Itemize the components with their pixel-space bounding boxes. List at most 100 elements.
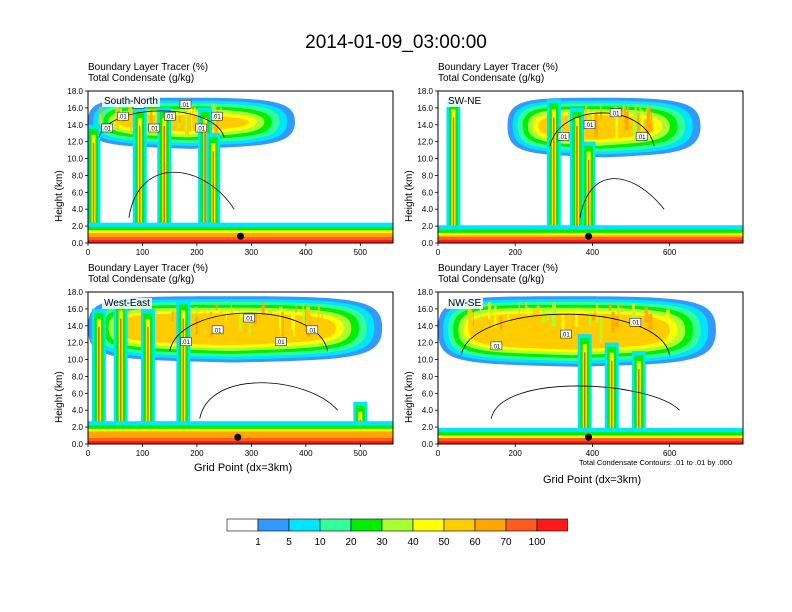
boundary-layer-band bbox=[88, 237, 393, 243]
x-tick-label: 100 bbox=[136, 248, 150, 257]
contour-label: .01 bbox=[213, 328, 222, 334]
contour-label: .01 bbox=[181, 103, 190, 109]
column-core-hot bbox=[583, 352, 586, 438]
y-tick-label: 8.0 bbox=[72, 171, 84, 180]
panel-title-condensate: Total Condensate (g/kg) bbox=[88, 73, 195, 84]
contour-label-box bbox=[164, 111, 176, 121]
core-streak bbox=[154, 111, 158, 132]
y-tick-label: 0.0 bbox=[422, 239, 434, 248]
plot-area: .01 .01 .01 0.0 2.0 4.0 6.0 8.0 10.0 12.0 14.0 16.0… bbox=[417, 288, 744, 458]
core-streak bbox=[204, 308, 206, 327]
core-streak bbox=[648, 107, 650, 135]
y-tick-label: 8.0 bbox=[422, 171, 434, 180]
core-streak bbox=[567, 112, 571, 125]
x-tick-label: 300 bbox=[245, 449, 259, 458]
boundary-layer-band bbox=[88, 441, 393, 444]
core-streak bbox=[188, 105, 193, 113]
colorbar-label: 40 bbox=[407, 537, 419, 548]
y-tick-label: 6.0 bbox=[72, 389, 84, 398]
y-tick-label: 12.0 bbox=[417, 339, 433, 348]
core-streak bbox=[592, 111, 596, 129]
core-streak bbox=[98, 106, 103, 120]
contour-label: .01 bbox=[492, 344, 501, 350]
colorbar-label: 1 bbox=[255, 537, 261, 548]
y-tick-label: 6.0 bbox=[422, 188, 434, 197]
y-tick-label: 12.0 bbox=[417, 138, 433, 147]
y-tick-label: 10.0 bbox=[417, 155, 433, 164]
contour-label-box bbox=[117, 111, 129, 121]
location-marker bbox=[585, 232, 593, 240]
condensate-contour bbox=[579, 178, 665, 218]
contour-label: .01 bbox=[611, 111, 620, 117]
x-tick-label: 500 bbox=[354, 248, 368, 257]
core-streak bbox=[588, 312, 592, 326]
boundary-layer-band bbox=[438, 441, 743, 444]
heatmap-field: .01 .01 .01 bbox=[438, 296, 743, 444]
contour-label: .01 bbox=[585, 123, 594, 129]
column-core-hot bbox=[576, 125, 578, 237]
core-streak bbox=[317, 304, 320, 325]
column-core-hot bbox=[138, 125, 141, 237]
condensate-contour bbox=[199, 382, 338, 419]
x-tick-label: 600 bbox=[663, 248, 677, 257]
y-tick-label: 4.0 bbox=[72, 205, 84, 214]
core-streak bbox=[295, 305, 297, 313]
x-tick-label: 300 bbox=[245, 248, 259, 257]
x-tick-label: 0 bbox=[436, 248, 441, 257]
contour-label-box bbox=[609, 108, 622, 118]
core-streak bbox=[623, 105, 625, 125]
core-streak bbox=[641, 109, 644, 131]
boundary-layer-band bbox=[438, 240, 743, 243]
y-tick-label: 16.0 bbox=[67, 305, 83, 314]
y-tick-label: 14.0 bbox=[67, 322, 83, 331]
contour-label-box bbox=[101, 123, 113, 133]
core-streak bbox=[99, 114, 102, 126]
contour-label-box bbox=[180, 337, 192, 346]
boundary-layer-band bbox=[438, 237, 743, 243]
core-streak bbox=[302, 303, 305, 317]
contour-label-box bbox=[211, 111, 223, 121]
y-tick-label: 10.0 bbox=[67, 356, 83, 365]
core-streak bbox=[215, 303, 218, 311]
colorbar-swatch bbox=[257, 518, 290, 532]
y-tick-label: 10.0 bbox=[67, 155, 83, 164]
contour-label: .01 bbox=[212, 115, 221, 121]
plot-frame bbox=[437, 291, 744, 445]
core-streak bbox=[631, 303, 635, 314]
contour-label-box bbox=[635, 132, 648, 141]
core-streak bbox=[291, 314, 295, 330]
column-core-hot bbox=[212, 151, 215, 237]
condensate-contour bbox=[490, 385, 680, 419]
y-tick-label: 0.0 bbox=[422, 440, 434, 449]
contour-label: .01 bbox=[308, 328, 317, 334]
core-streak bbox=[178, 116, 181, 123]
core-streak bbox=[487, 302, 491, 320]
core-streak bbox=[561, 312, 565, 336]
colorbar-swatch bbox=[381, 518, 414, 532]
colorbar-swatch bbox=[536, 518, 568, 532]
core-streak bbox=[219, 311, 223, 330]
contour-label-box bbox=[583, 120, 596, 129]
condensate-contour bbox=[460, 313, 671, 356]
y-tick-label: 18.0 bbox=[67, 87, 83, 96]
core-streak bbox=[304, 309, 307, 332]
colorbar-label: 70 bbox=[500, 537, 512, 548]
panel-nw-se: Boundary Layer Tracer (%) Total Condensa… bbox=[392, 263, 744, 468]
panel-south-north: Boundary Layer Tracer (%) Total Condensa… bbox=[42, 62, 394, 267]
plot-frame bbox=[437, 90, 744, 244]
y-tick-label: 14.0 bbox=[67, 121, 83, 130]
core-streak bbox=[619, 116, 623, 139]
heatmap-field: .01 .01 .01 .01 .01 bbox=[88, 296, 393, 444]
y-tick-label: 12.0 bbox=[67, 138, 83, 147]
core-streak bbox=[615, 113, 619, 138]
contour-label: .01 bbox=[559, 135, 568, 141]
section-label: South-North bbox=[102, 96, 160, 107]
core-streak bbox=[635, 113, 640, 140]
core-streak bbox=[585, 105, 588, 131]
colorbar-label: 5 bbox=[286, 537, 292, 548]
colorbar-label: 20 bbox=[345, 537, 357, 548]
core-streak bbox=[594, 113, 598, 138]
core-streak bbox=[305, 306, 310, 335]
core-streak bbox=[479, 303, 482, 322]
panel-title-tracer: Boundary Layer Tracer (%) bbox=[88, 263, 209, 274]
